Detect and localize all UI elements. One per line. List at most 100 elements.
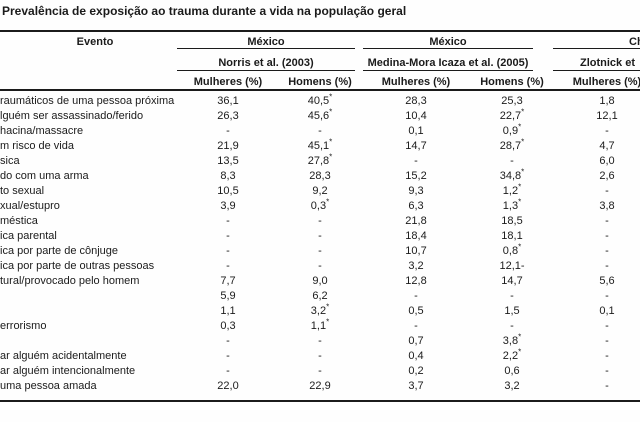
- value-cell: -: [414, 290, 418, 302]
- col-header-norris-mulheres: Mulheres (%): [193, 76, 263, 88]
- col-header-zlotnick-mulheres: Mulheres (%): [572, 76, 640, 88]
- value-cell: 22,7*: [499, 107, 525, 122]
- event-label: tural/provocado pelo homem: [0, 275, 140, 287]
- value-cell: 0,6: [504, 365, 520, 377]
- value-cell: 27,8*: [307, 152, 333, 167]
- table-row: do com uma arma 8,3 28,3 15,2 34,8* 2,6: [0, 168, 640, 184]
- value-cell: 0,3: [220, 320, 236, 332]
- group1-study-header: Norris et al. (2003): [218, 57, 314, 69]
- value-cell: 3,2: [408, 260, 424, 272]
- significance-asterisk: *: [326, 317, 330, 327]
- value-cell: 3,2*: [310, 302, 330, 317]
- value-cell: 6,2: [312, 290, 328, 302]
- event-label: méstica: [0, 215, 38, 227]
- value-cell: -: [510, 320, 514, 332]
- value-cell: 3,7: [408, 380, 424, 392]
- table-bottom-rule: [0, 400, 640, 402]
- value-cell: 12,1-: [499, 260, 525, 272]
- value-cell: -: [318, 215, 322, 227]
- study2-rule: [363, 70, 533, 71]
- value-cell: -: [226, 215, 230, 227]
- significance-asterisk: *: [329, 152, 333, 162]
- value-cell: -: [318, 125, 322, 137]
- value-cell: 0,1: [599, 305, 615, 317]
- event-label: ar alguém intencionalmente: [0, 365, 136, 377]
- value-cell: 18,4: [405, 230, 427, 242]
- significance-asterisk: *: [326, 197, 330, 207]
- value-cell: 12,1: [596, 110, 618, 122]
- table-row: - - 0,7 3,8* -: [0, 333, 640, 349]
- table-row: hacina/massacre - - 0,1 0,9* -: [0, 122, 640, 139]
- value-cell: -: [605, 365, 609, 377]
- group1-rule: [177, 48, 355, 49]
- value-cell: 10,4: [405, 110, 427, 122]
- table-row: 1,1 3,2* 0,5 1,5 0,1: [0, 302, 640, 319]
- event-label: hacina/massacre: [0, 125, 84, 137]
- event-label: m risco de vida: [0, 140, 74, 152]
- value-cell: -: [318, 230, 322, 242]
- value-cell: 28,7*: [499, 137, 525, 152]
- value-cell: -: [318, 350, 322, 362]
- value-cell: 10,5: [217, 185, 239, 197]
- group1-country-header: México: [247, 36, 285, 48]
- value-cell: 3,8: [599, 200, 615, 212]
- value-cell: 15,2: [405, 170, 427, 182]
- study1-rule: [177, 70, 355, 71]
- group2-country-header: México: [429, 36, 467, 48]
- significance-asterisk: *: [329, 137, 333, 147]
- value-cell: -: [605, 350, 609, 362]
- group2-rule: [363, 48, 533, 49]
- value-cell: -: [605, 290, 609, 302]
- value-cell: 5,9: [220, 290, 236, 302]
- value-cell: -: [226, 230, 230, 242]
- value-cell: -: [414, 155, 418, 167]
- table-row: ica por parte de cônjuge - - 10,7 0,8* -: [0, 242, 640, 259]
- value-cell: 36,1: [217, 95, 239, 107]
- significance-asterisk: *: [518, 242, 522, 252]
- value-cell: -: [318, 365, 322, 377]
- value-cell: 0,1: [408, 125, 424, 137]
- value-cell: 4,7: [599, 140, 615, 152]
- event-label: errorismo: [0, 320, 47, 332]
- event-label: ica por parte de outras pessoas: [0, 260, 155, 272]
- table-row: ar alguém intencionalmente - - 0,2 0,6 -: [0, 364, 640, 379]
- event-label: xual/estupro: [0, 200, 60, 212]
- value-cell: 0,9*: [502, 122, 522, 137]
- value-cell: -: [414, 320, 418, 332]
- value-cell: 22,9: [309, 380, 331, 392]
- event-label: do com uma arma: [0, 170, 89, 182]
- value-cell: 0,2: [408, 365, 424, 377]
- value-cell: 45,1*: [307, 137, 333, 152]
- value-cell: 13,5: [217, 155, 239, 167]
- value-cell: -: [510, 290, 514, 302]
- value-cell: -: [605, 215, 609, 227]
- value-cell: 26,3: [217, 110, 239, 122]
- value-cell: -: [605, 380, 609, 392]
- value-cell: 9,0: [312, 275, 328, 287]
- value-cell: -: [226, 245, 230, 257]
- value-cell: 0,4: [408, 350, 424, 362]
- significance-asterisk: *: [329, 107, 333, 117]
- table-caption: Prevalência de exposição ao trauma duran…: [2, 4, 407, 18]
- value-cell: 7,7: [220, 275, 236, 287]
- col-header-norris-homens: Homens (%): [288, 76, 352, 88]
- value-cell: 0,8*: [502, 242, 522, 257]
- value-cell: -: [605, 335, 609, 347]
- value-cell: 14,7: [501, 275, 523, 287]
- col-header-medina-homens: Homens (%): [480, 76, 544, 88]
- event-label: sica: [0, 155, 20, 167]
- table-row: 5,9 6,2 - - -: [0, 289, 640, 304]
- value-cell: 9,2: [312, 185, 328, 197]
- value-cell: -: [605, 320, 609, 332]
- value-cell: -: [605, 125, 609, 137]
- event-label: ica por parte de cônjuge: [0, 245, 119, 257]
- table-row: lguém ser assassinado/ferido 26,3 45,6* 10,…: [0, 107, 640, 124]
- table-row: errorismo 0,3 1,1* - - -: [0, 317, 640, 334]
- table-top-rule: [0, 30, 640, 32]
- table-row: to sexual 10,5 9,2 9,3 1,2* -: [0, 183, 640, 199]
- value-cell: 22,0: [217, 380, 239, 392]
- study3-rule: [553, 70, 640, 71]
- value-cell: -: [226, 260, 230, 272]
- value-cell: 28,3: [405, 95, 427, 107]
- table-row: sica 13,5 27,8* - - 6,0: [0, 152, 640, 169]
